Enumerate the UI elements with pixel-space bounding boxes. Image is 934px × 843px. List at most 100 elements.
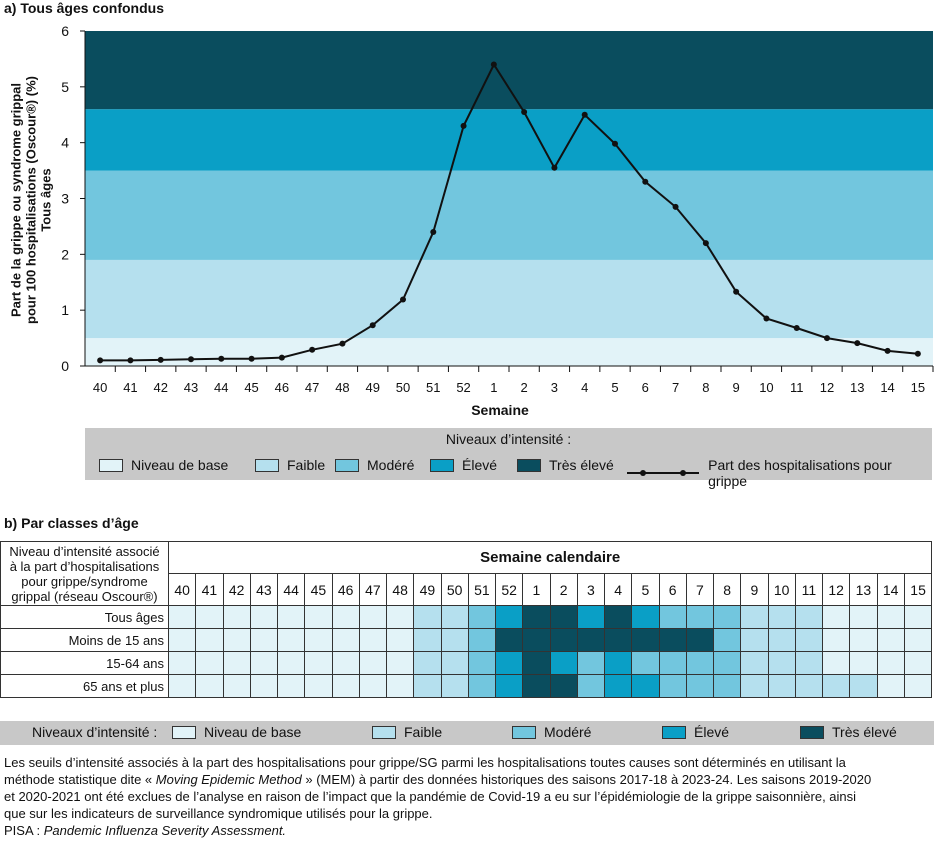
heatmap-cell	[903, 628, 933, 652]
heatmap-cell	[549, 651, 578, 675]
heatmap-cell	[304, 674, 333, 698]
heatmap-cell	[740, 605, 769, 629]
heatmap-cell	[685, 651, 715, 675]
legend-a-swatch-eleve	[430, 458, 454, 472]
heatmap-cell	[712, 651, 742, 675]
data-point-12	[460, 122, 467, 129]
heatmap-cell	[658, 628, 687, 652]
x-tick-label-4: 44	[214, 380, 228, 395]
intensity-band-3	[85, 109, 933, 171]
heatmap-cell	[413, 674, 442, 698]
heatmap-cell	[413, 651, 442, 675]
data-point-11	[430, 229, 437, 235]
data-point-10	[400, 296, 406, 303]
heatmap-cell	[440, 651, 469, 675]
heatmap-week-label: 41	[195, 573, 224, 606]
heatmap-cell	[712, 674, 742, 698]
data-point-25	[854, 340, 861, 347]
x-tick-label-25: 13	[850, 380, 864, 395]
x-tick-label-2: 42	[153, 380, 167, 395]
x-tick-label-24: 12	[820, 380, 834, 395]
heatmap-cell	[821, 605, 851, 629]
heatmap-corner-line-2: pour grippe/syndrome	[21, 573, 148, 589]
heatmap-cell	[576, 651, 606, 675]
x-tick-label-27: 15	[911, 380, 925, 395]
heatmap-week-label: 13	[849, 573, 878, 606]
legend-b-label-faible: Faible	[404, 724, 443, 740]
data-point-1	[127, 357, 134, 364]
heatmap-cell	[440, 628, 469, 652]
x-tick-label-20: 8	[702, 380, 709, 395]
heatmap-cell	[549, 674, 578, 698]
heatmap-cell	[304, 605, 333, 629]
heatmap-cell	[603, 651, 633, 675]
heatmap-cell	[740, 628, 769, 652]
heatmap-cell	[385, 605, 415, 629]
legend-a-label-modere: Modéré	[367, 457, 415, 473]
heatmap-cell	[767, 628, 796, 652]
heatmap-row: Tous âges	[0, 605, 933, 629]
data-point-6	[278, 354, 285, 361]
heatmap-row: Moins de 15 ans	[0, 628, 933, 652]
x-tick-label-15: 3	[551, 380, 558, 395]
chart-b-title: b) Par classes d’âge	[4, 515, 139, 531]
footnote-line-2a: méthode statistique dite «	[4, 772, 156, 787]
heatmap-cell	[467, 628, 497, 652]
legend-a-title: Niveaux d’intensité :	[445, 431, 572, 447]
heatmap-cell	[249, 674, 279, 698]
legend-a-item-modere: Modéré	[335, 457, 414, 473]
x-tick-label-18: 6	[642, 380, 649, 395]
heatmap-cell	[467, 651, 497, 675]
heatmap-cell	[767, 605, 796, 629]
heatmap-cell	[440, 605, 469, 629]
data-point-13	[490, 61, 497, 68]
data-point-7	[309, 346, 316, 353]
data-point-18	[642, 178, 649, 185]
heatmap-cell	[576, 605, 606, 629]
heatmap-week-label: 2	[549, 573, 578, 606]
heatmap-cell	[413, 628, 442, 652]
data-point-9	[369, 322, 376, 329]
data-point-5	[248, 355, 255, 362]
legend-a-line-marker	[627, 470, 699, 476]
heatmap-week-label: 40	[167, 573, 197, 606]
footnote-line-3: et 2020-2021 ont été exclues de l’analys…	[4, 789, 857, 804]
legend-b-swatch-modere	[512, 725, 536, 739]
heatmap-cell	[440, 674, 469, 698]
heatmap-cell	[304, 628, 333, 652]
heatmap-cell	[631, 605, 660, 629]
x-tick-label-23: 11	[790, 380, 804, 395]
heatmap-header-row: Niveau d’intensité associé à la part d’ho…	[0, 541, 933, 606]
x-tick-label-5: 45	[244, 380, 258, 395]
data-point-27	[914, 350, 921, 357]
heatmap-week-label: 50	[440, 573, 469, 606]
heatmap-cell	[794, 605, 824, 629]
footnote-mem-name: Moving Epidemic Method	[155, 772, 302, 787]
heatmap-cell	[195, 628, 224, 652]
footnote: Les seuils d’intensité associés à la par…	[4, 754, 932, 839]
heatmap-cell	[249, 651, 279, 675]
heatmap-cell	[358, 674, 388, 698]
heatmap-cell	[276, 605, 306, 629]
footnote-line-1: Les seuils d’intensité associés à la par…	[4, 755, 846, 770]
data-point-24	[824, 335, 830, 342]
heatmap-week-label: 43	[249, 573, 279, 606]
heatmap-cell	[876, 605, 905, 629]
heatmap-cell	[276, 674, 306, 698]
heatmap-cell	[903, 605, 933, 629]
heatmap-week-label: 1	[522, 573, 551, 606]
heatmap-cell	[876, 628, 905, 652]
x-tick-label-26: 14	[880, 380, 894, 395]
legend-a-item-eleve: Élevé	[430, 457, 497, 473]
heatmap-table: Niveau d’intensité associé à la part d’ho…	[0, 541, 933, 698]
legend-a: Niveaux d’intensité : Niveau de base Fai…	[85, 428, 932, 489]
heatmap-corner-line-0: Niveau d’intensité associé	[9, 543, 160, 559]
legend-b-item-modere: Modéré	[512, 724, 591, 740]
heatmap-week-label: 51	[467, 573, 497, 606]
heatmap-row-label: 65 ans et plus	[0, 674, 169, 698]
heatmap-cell	[522, 628, 551, 652]
legend-b-label-base: Niveau de base	[204, 724, 302, 740]
data-point-21	[733, 288, 740, 295]
heatmap-cell	[522, 674, 551, 698]
x-tick-label-0: 40	[93, 380, 107, 395]
